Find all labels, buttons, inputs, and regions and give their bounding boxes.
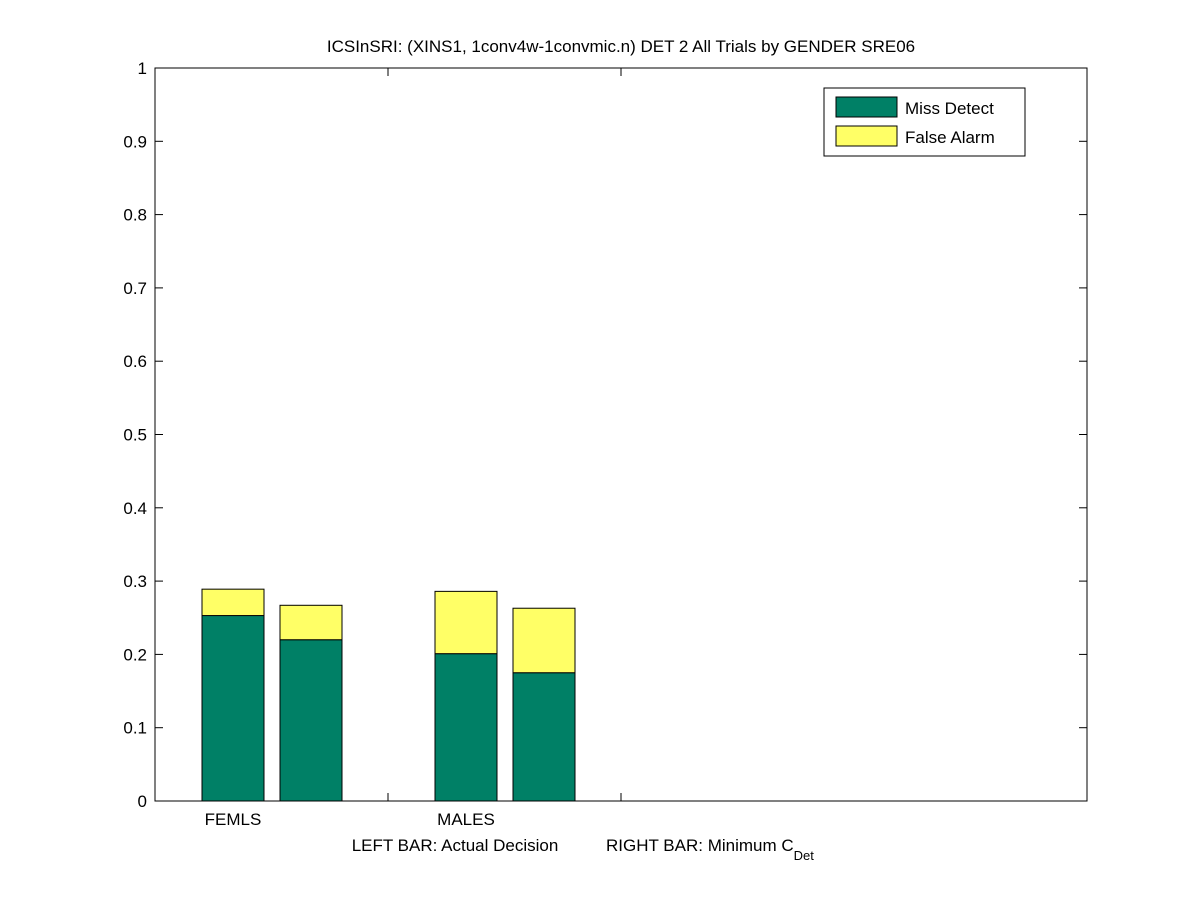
- legend-label-false-alarm: False Alarm: [905, 128, 995, 147]
- x-axis: FEMLS MALES: [205, 68, 622, 829]
- y-tick-label: 0.7: [123, 279, 147, 298]
- x-axis-label-right-subscript: Det: [794, 848, 815, 863]
- legend: Miss Detect False Alarm: [823, 87, 1026, 157]
- y-tick-label: 0.6: [123, 352, 147, 371]
- chart-title: ICSInSRI: (XINS1, 1conv4w-1convmic.n) DE…: [327, 37, 915, 56]
- legend-swatch-false-alarm: [835, 125, 898, 147]
- bar-miss-detect: [279, 639, 343, 802]
- y-tick-label: 0: [138, 792, 147, 811]
- x-category-label: FEMLS: [205, 810, 262, 829]
- y-tick-label: 1: [138, 59, 147, 78]
- x-axis-label-right: RIGHT BAR: Minimum CDet: [606, 836, 814, 863]
- y-tick-label: 0.9: [123, 132, 147, 151]
- x-category-label: MALES: [437, 810, 495, 829]
- bar-false-alarm: [201, 588, 265, 617]
- x-axis-label-right-main: RIGHT BAR: Minimum C: [606, 836, 794, 855]
- bar-miss-detect: [434, 653, 498, 802]
- bars: [201, 588, 576, 802]
- y-axis: 0 0.1 0.2 0.3 0.4 0.5 0.6 0.7 0.8 0.9 1: [123, 59, 1087, 811]
- y-tick-label: 0.3: [123, 572, 147, 591]
- bar-false-alarm: [512, 607, 576, 674]
- bar-miss-detect: [512, 672, 576, 802]
- y-tick-label: 0.5: [123, 426, 147, 445]
- y-tick-label: 0.8: [123, 206, 147, 225]
- legend-swatch-miss-detect: [835, 96, 898, 118]
- x-axis-label-left: LEFT BAR: Actual Decision: [352, 836, 559, 855]
- bar-false-alarm: [434, 590, 498, 655]
- legend-label-miss-detect: Miss Detect: [905, 99, 994, 118]
- bar-miss-detect: [201, 615, 265, 802]
- bar-false-alarm: [279, 604, 343, 641]
- plot-area: 0 0.1 0.2 0.3 0.4 0.5 0.6 0.7 0.8 0.9 1 FEMLS MALES: [123, 59, 1088, 829]
- y-tick-label: 0.2: [123, 645, 147, 664]
- y-tick-label: 0.4: [123, 499, 147, 518]
- y-tick-label: 0.1: [123, 719, 147, 738]
